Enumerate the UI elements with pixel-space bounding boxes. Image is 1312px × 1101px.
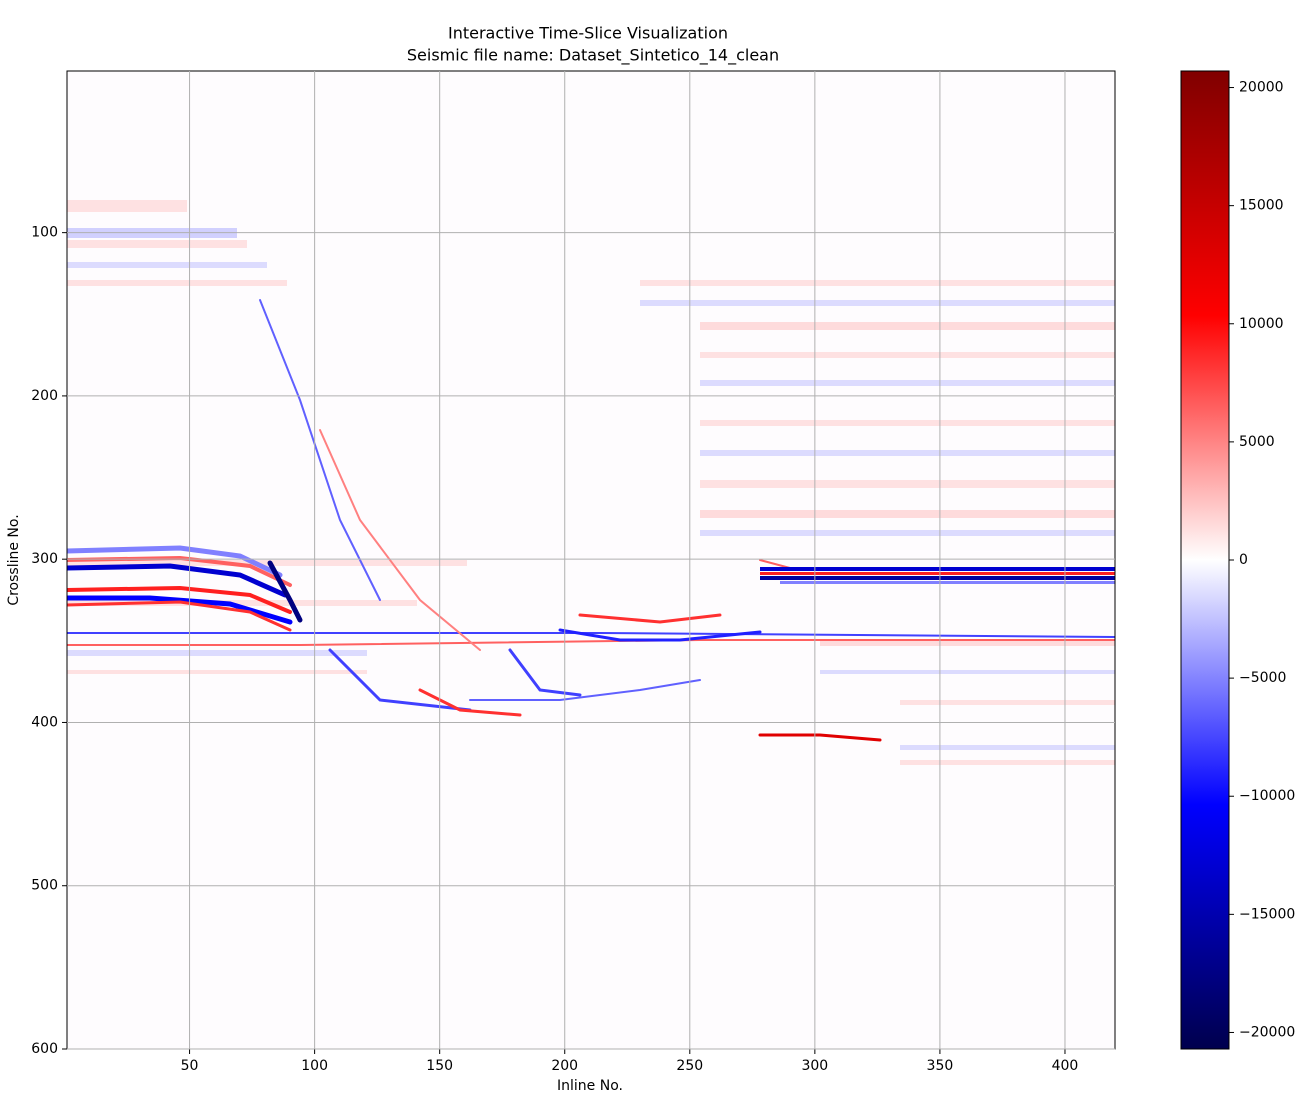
chart-title: Interactive Time-Slice Visualization: [448, 24, 728, 43]
x-tick-label: 200: [551, 1058, 578, 1074]
x-tick-label: 350: [927, 1058, 954, 1074]
y-axis-label: Crossline No.: [6, 514, 22, 605]
y-tick-label: 400: [31, 714, 58, 730]
colorbar-tick-label: −5000: [1239, 670, 1286, 686]
colorbar: [1180, 70, 1230, 1050]
x-tick-label: 300: [801, 1058, 828, 1074]
x-tick-label: 250: [676, 1058, 703, 1074]
y-tick-label: 100: [31, 225, 58, 241]
colorbar-tick-label: −15000: [1239, 906, 1295, 922]
colorbar-tick-label: −20000: [1239, 1024, 1295, 1040]
x-tick-label: 150: [426, 1058, 453, 1074]
colorbar-tick-label: 0: [1239, 552, 1248, 568]
x-axis-label: Inline No.: [557, 1078, 623, 1094]
y-tick-label: 600: [31, 1041, 58, 1057]
y-tick-label: 200: [31, 388, 58, 404]
colorbar-tick-label: 20000: [1239, 80, 1284, 96]
x-tick-label: 50: [181, 1058, 199, 1074]
colorbar-tick-label: −10000: [1239, 788, 1295, 804]
y-tick-label: 300: [31, 551, 58, 567]
colorbar-tick-label: 5000: [1239, 434, 1275, 450]
x-tick-label: 400: [1052, 1058, 1079, 1074]
colorbar-tick-label: 15000: [1239, 198, 1284, 214]
y-tick-label: 500: [31, 878, 58, 894]
seismic-image: [67, 71, 1115, 1049]
chart-subtitle: Seismic file name: Dataset_Sintetico_14_…: [407, 46, 779, 66]
x-tick-label: 100: [301, 1058, 328, 1074]
colorbar-tick-label: 10000: [1239, 316, 1284, 332]
